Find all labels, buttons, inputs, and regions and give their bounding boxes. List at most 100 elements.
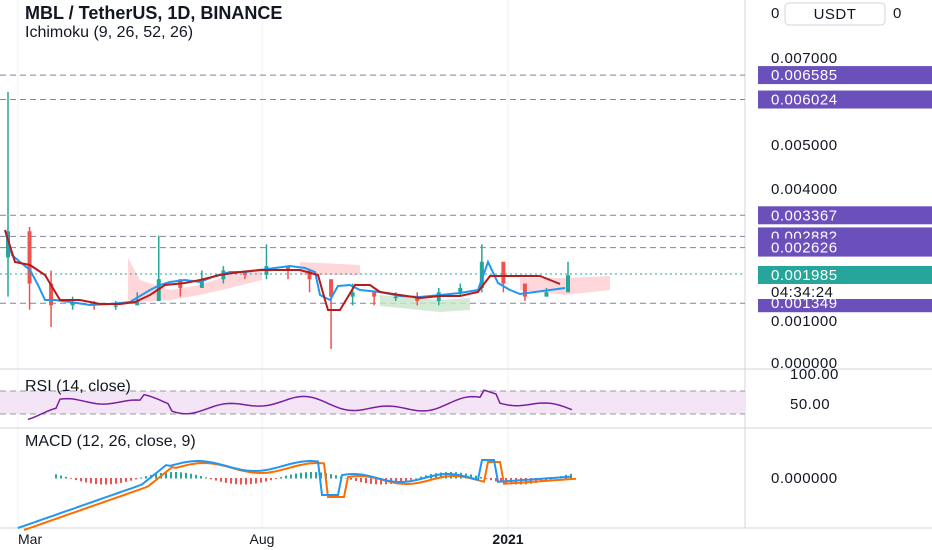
candle-body [501, 261, 506, 284]
macd-hist-bar [300, 472, 302, 479]
macd-hist-bar [185, 472, 187, 479]
macd-hist-bar [310, 472, 312, 479]
macd-hist-bar [365, 478, 367, 484]
macd-hist-bar [350, 478, 352, 480]
macd-hist-bar [285, 475, 287, 479]
rsi-pane[interactable]: RSI (14, close) 100.00 50.00 [0, 366, 839, 421]
price-tick-7000: 0.007000 [771, 50, 838, 67]
candle-body [566, 275, 570, 293]
countdown-timer: 04:34:24 [771, 284, 833, 301]
macd-tick-zero: 0.000000 [771, 470, 838, 487]
macd-hist-bar [295, 473, 297, 479]
macd-hist-bar [120, 478, 122, 483]
x-label-2021: 2021 [492, 531, 523, 547]
price-axis[interactable]: 0 0 0.007000 0.005000 0.004000 0.000000 … [771, 5, 902, 372]
macd-hist-bar [540, 478, 542, 482]
macd-hist-bar [370, 478, 372, 484]
macd-hist-bar [305, 472, 307, 479]
candle-body [522, 283, 527, 297]
macd-hist-bar [65, 476, 67, 479]
candle-body [372, 292, 377, 297]
macd-hist-bar [255, 478, 257, 484]
macd-hist-bar [345, 477, 347, 479]
level-tag-bg [758, 90, 932, 109]
macd-hist-bar [445, 472, 447, 479]
level-tag-value: 0.001349 [771, 295, 838, 312]
macd-hist-bar [520, 478, 522, 485]
macd-hist-bar [440, 472, 442, 479]
candle-body [458, 287, 463, 293]
candle-body [307, 270, 312, 280]
currency-button[interactable]: USDT [784, 2, 886, 26]
macd-hist-bar [290, 474, 292, 479]
macd-hist-bar [210, 478, 212, 480]
conversion-line [4, 229, 566, 307]
macd-hist-bar [100, 478, 102, 485]
macd-hist-bar [355, 478, 357, 481]
macd-line [17, 459, 571, 529]
macd-hist-bar [330, 474, 332, 479]
macd-hist-bar [175, 472, 177, 479]
macd-title: MACD (12, 26, close, 9) [25, 433, 196, 450]
price-tick-5000: 0.005000 [771, 137, 838, 154]
macd-hist-bar [180, 472, 182, 479]
candle-body [199, 279, 204, 288]
macd-hist-bar [395, 478, 397, 484]
macd-pane[interactable]: MACD (12, 26, close, 9) 0.000000 [17, 433, 838, 531]
price-tick-zero: 0.000000 [771, 355, 838, 372]
macd-hist-bar [55, 474, 57, 479]
macd-hist-bar [145, 476, 147, 479]
macd-hist-bar [275, 478, 277, 479]
level-tag-value: 0.002626 [771, 240, 838, 257]
macd-hist-bar [90, 478, 92, 484]
macd-hist-bar [375, 478, 377, 485]
macd-hist-bar [215, 478, 217, 481]
macd-signal-line [23, 461, 577, 531]
level-tag-bg [758, 206, 932, 225]
candle-body [49, 283, 54, 306]
macd-hist-bar [220, 478, 222, 482]
candles [6, 91, 570, 349]
macd-hist-bar [360, 478, 362, 483]
macd-hist-bar [380, 478, 382, 485]
horizontal-levels [0, 74, 745, 304]
macd-hist-bar [60, 475, 62, 479]
rsi-tick-50: 50.00 [790, 396, 830, 413]
macd-hist-bar [95, 478, 97, 485]
macd-hist-bar [245, 478, 247, 485]
level-tag-bg [758, 238, 932, 257]
candle-body [393, 296, 398, 299]
x-label-aug: Aug [250, 531, 275, 547]
price-tick-1000: 0.001000 [771, 313, 838, 330]
macd-hist-bar [405, 478, 407, 482]
candle-body [286, 266, 290, 271]
last-price-tag: 0.001985 04:34:24 [758, 266, 932, 301]
macd-hist-bar [200, 476, 202, 479]
grid [0, 0, 932, 529]
candle-body [329, 279, 334, 297]
macd-hist-bar [135, 478, 137, 480]
macd-hist-bar [195, 474, 197, 479]
macd-hist-bar [530, 478, 532, 484]
macd-hist-bar [235, 478, 237, 485]
macd-hist-bar [495, 478, 497, 482]
macd-hist-bar [480, 476, 482, 479]
macd-hist-bar [410, 478, 412, 480]
macd-hist-bar [240, 478, 242, 485]
candle-body [350, 292, 355, 297]
macd-hist-bar [230, 478, 232, 484]
macd-hist-bar [485, 478, 487, 479]
price-tick-top-right: 0 [893, 5, 902, 22]
price-tick-top-left: 0 [771, 5, 780, 22]
macd-histogram [55, 472, 572, 485]
macd-hist-bar [165, 472, 167, 479]
candle-body [70, 303, 75, 306]
macd-hist-bar [570, 473, 572, 479]
level-tag-value: 0.003367 [771, 207, 838, 224]
macd-hist-bar [155, 473, 157, 479]
macd-hist-bar [170, 472, 172, 479]
macd-hist-bar [260, 478, 262, 483]
time-axis[interactable]: Mar Aug 2021 [18, 531, 524, 547]
macd-hist-bar [110, 478, 112, 485]
